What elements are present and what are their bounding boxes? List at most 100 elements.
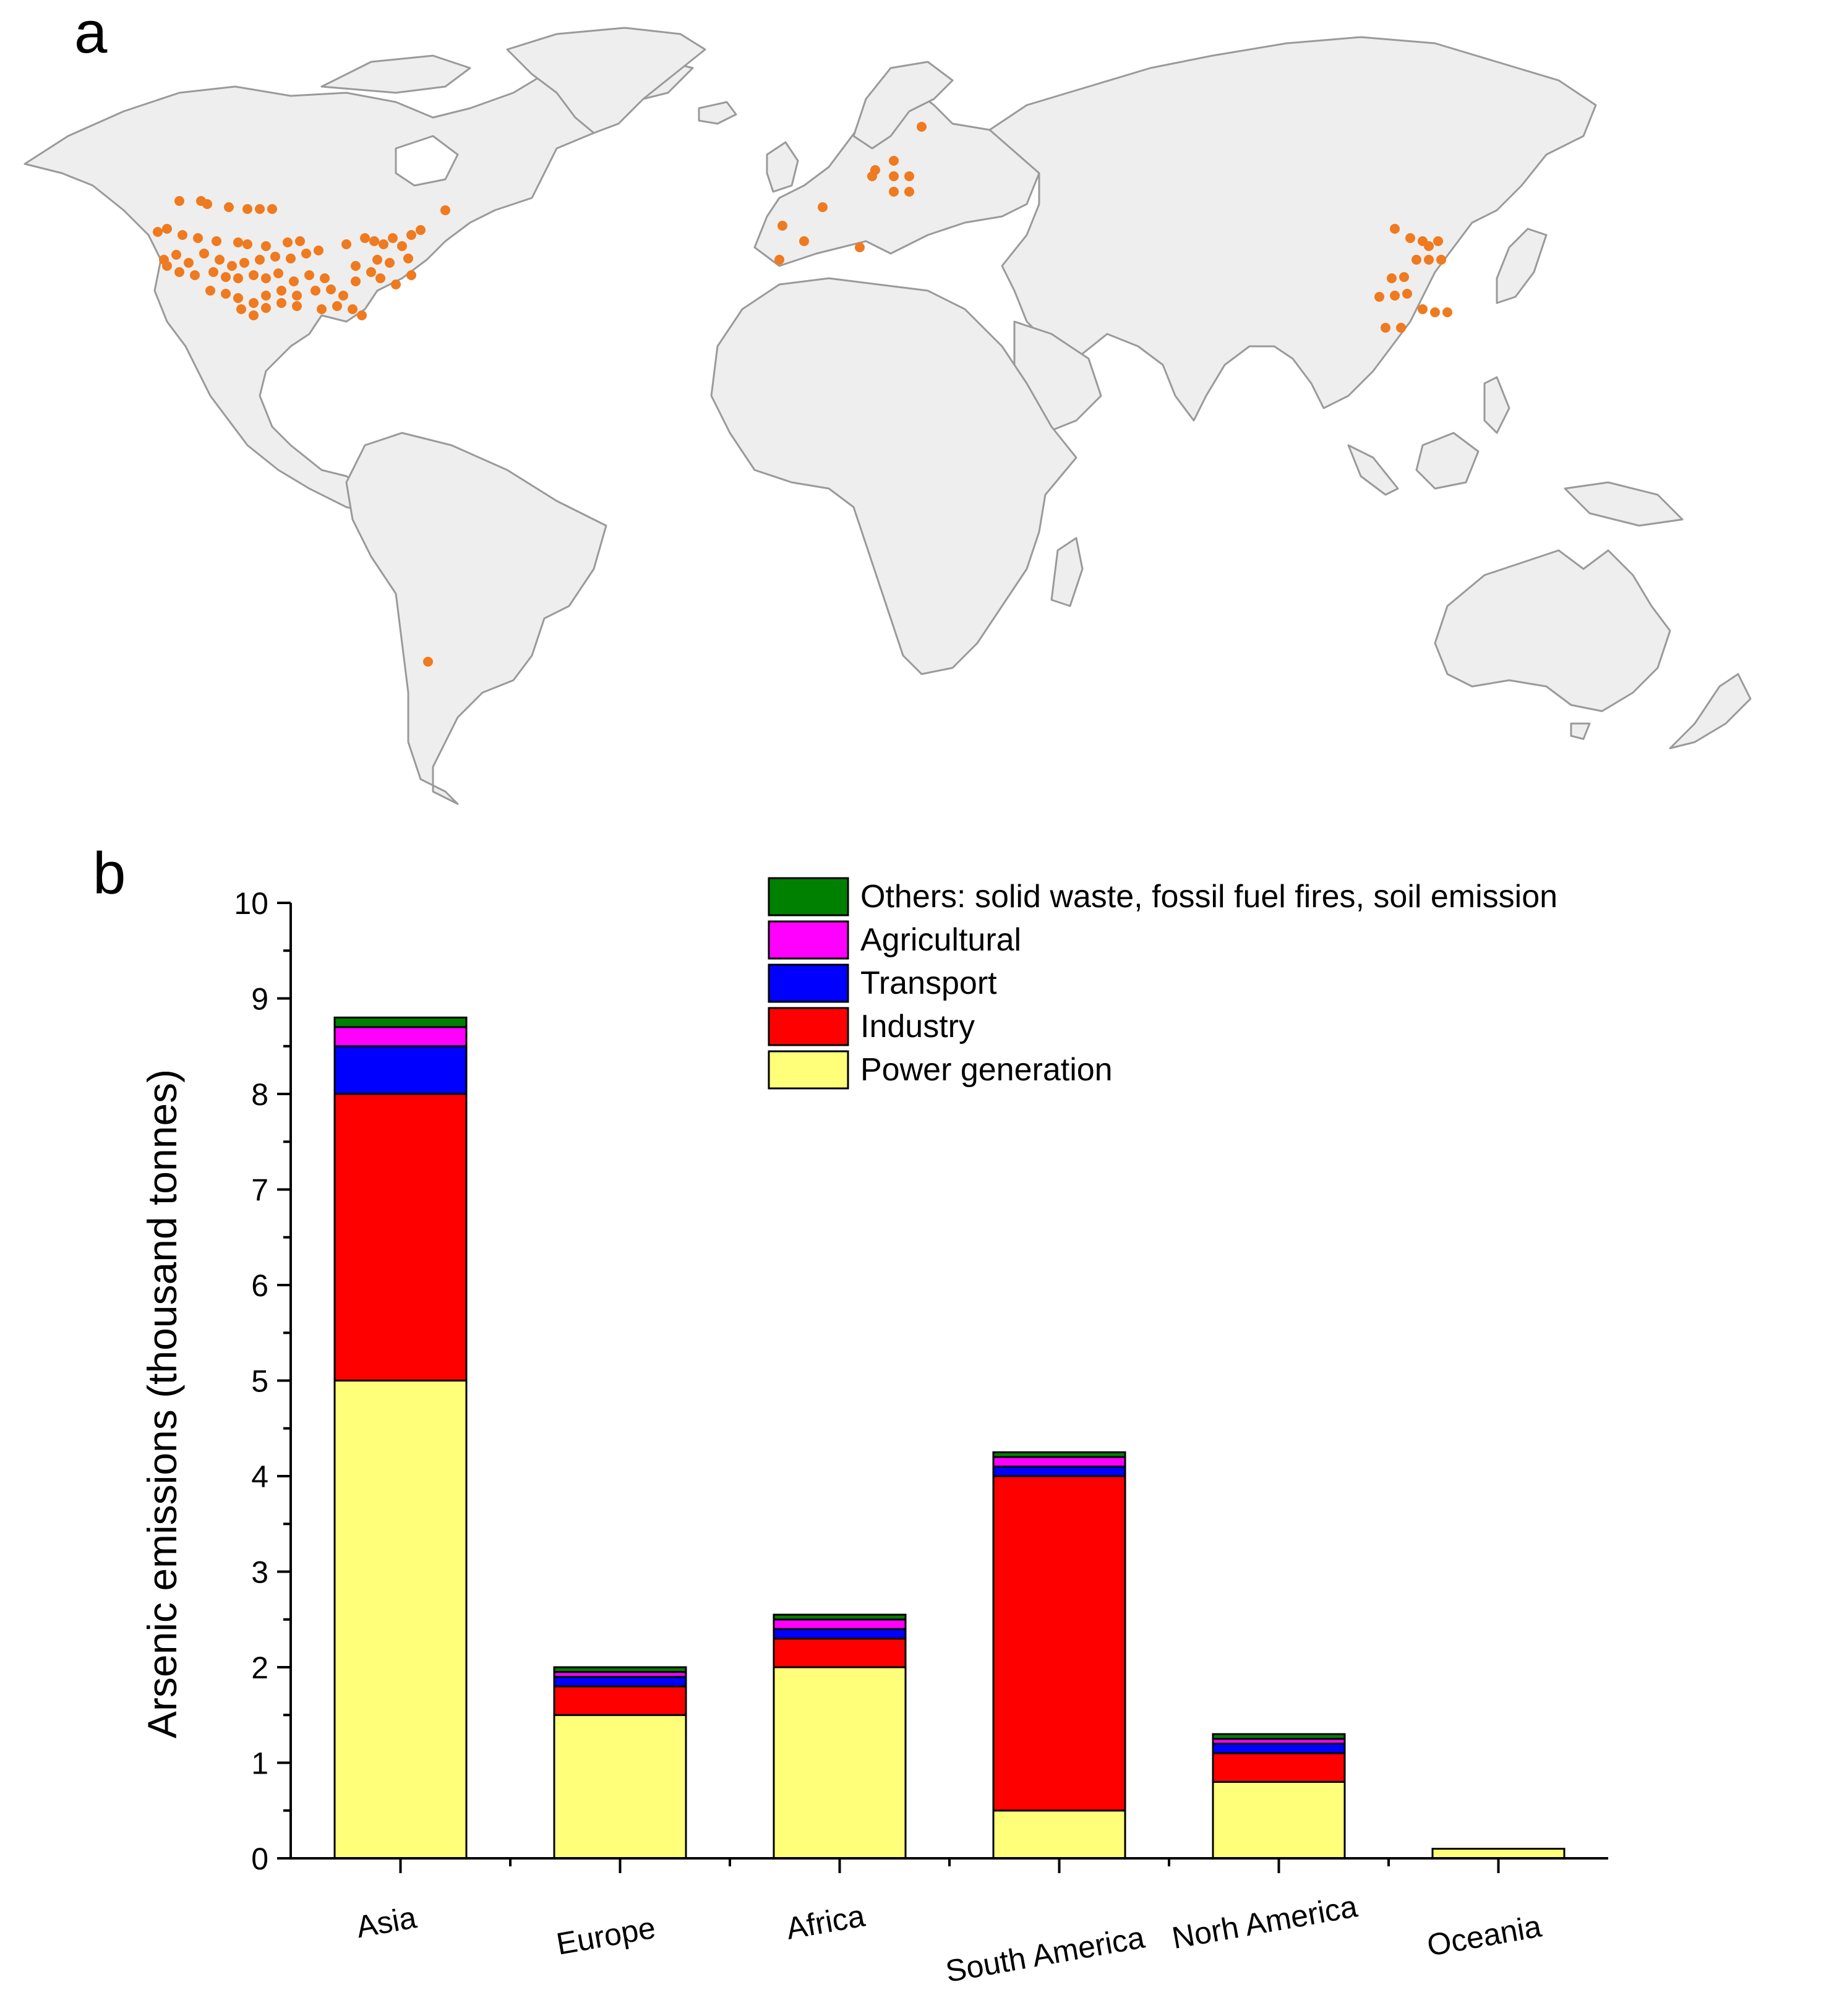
site-marker [199,249,209,258]
y-tick-label: 5 [251,1364,268,1399]
bar-segment [333,1045,468,1095]
site-marker [1402,289,1412,299]
site-marker [273,268,283,278]
y-tick-label: 3 [251,1555,268,1590]
x-tick-label: Asia [354,1900,419,1944]
site-marker [351,261,361,271]
site-marker [261,303,271,313]
site-marker [341,239,351,249]
landmass-africa [710,277,1077,675]
site-marker [174,267,184,277]
y-tick-label: 4 [251,1459,268,1494]
site-marker [205,286,215,296]
site-marker [233,237,243,247]
bar-segment [553,1675,687,1688]
bar-segment [333,1016,468,1028]
y-axis-title: Arsenic emissions (thousand tonnes) [139,1069,185,1738]
site-marker [317,304,327,314]
site-marker [379,239,388,249]
legend-swatch [768,1007,849,1046]
site-marker [818,202,828,212]
y-tick-label: 7 [251,1173,268,1208]
site-marker [202,199,212,209]
bar-segment [1212,1752,1346,1783]
legend-swatch [768,1050,849,1090]
world-map [24,27,1752,805]
legend-label: Agricultural [860,922,1021,958]
site-marker [867,171,877,181]
site-marker [178,230,187,240]
bar-segment [553,1685,687,1716]
site-marker [249,270,259,280]
site-marker [348,304,358,314]
site-marker [1387,273,1397,283]
site-marker [1430,307,1440,317]
bar-segment [773,1618,907,1630]
site-marker [286,254,296,263]
site-marker [301,249,311,258]
landmass-australia [1434,549,1671,712]
bar-group [333,1016,1566,1860]
site-marker [304,270,314,280]
panel-label-b: b [93,840,126,907]
bar-segment [773,1613,907,1621]
site-marker [255,204,265,214]
landmass-south-america [345,432,607,805]
landmass-borneo [1415,432,1480,490]
bar-segment [773,1628,907,1640]
site-marker [292,291,302,301]
legend-label: Power generation [860,1052,1113,1088]
site-marker [1424,255,1434,265]
landmass-hudson-shore [395,135,459,187]
site-marker [255,255,265,265]
landmass-philippines [1483,376,1510,434]
site-marker [221,272,231,282]
site-marker [242,204,252,214]
site-marker [338,291,348,301]
bar-segment [992,1475,1126,1812]
x-tick-label: Europe [554,1910,658,1962]
site-marker [375,273,385,283]
site-marker [224,202,234,212]
site-marker [372,255,382,265]
site-marker [276,298,286,308]
bar-segment [992,1466,1126,1477]
site-marker [215,255,225,265]
bar-segment [992,1809,1126,1860]
site-marker [233,293,243,303]
landmass-arctic-islands [320,54,471,94]
site-marker [1433,236,1443,246]
y-tick-label: 1 [251,1746,268,1781]
site-marker [332,301,342,311]
site-marker [326,284,336,294]
bar-segment [1212,1780,1346,1860]
site-marker [777,221,787,231]
site-marker [1442,307,1452,317]
x-axis-ticks: Asia Europe Africa South America Norh Americ… [354,1858,1544,1989]
legend-label: Others: solid waste, fossil fuel fires, … [860,879,1557,915]
landmass-japan [1496,228,1548,304]
bar-segment [553,1666,687,1673]
site-marker [1390,291,1400,301]
bar-segment [333,1093,468,1382]
site-marker [366,267,376,277]
y-tick-label: 6 [251,1268,268,1303]
landmass-greenland [506,27,706,134]
bar-segment [992,1456,1126,1468]
site-marker [403,254,413,263]
site-marker [270,252,280,262]
bar-segment [1212,1743,1346,1754]
y-tick-label: 8 [251,1077,268,1112]
site-marker [1374,292,1384,302]
legend-swatch [768,877,849,916]
site-marker [904,187,914,197]
site-marker [391,280,401,289]
y-tick-label: 2 [251,1651,268,1685]
landmass-tasmania [1570,722,1591,740]
site-marker [904,171,914,181]
legend-label: Transport [860,965,997,1001]
bar-segment [1431,1848,1566,1860]
x-tick-label: Oceania [1424,1908,1544,1963]
site-marker [289,276,299,286]
x-tick-label: Norh America [1170,1889,1360,1955]
